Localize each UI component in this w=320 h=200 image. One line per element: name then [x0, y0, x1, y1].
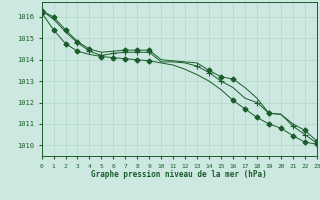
- X-axis label: Graphe pression niveau de la mer (hPa): Graphe pression niveau de la mer (hPa): [91, 170, 267, 179]
